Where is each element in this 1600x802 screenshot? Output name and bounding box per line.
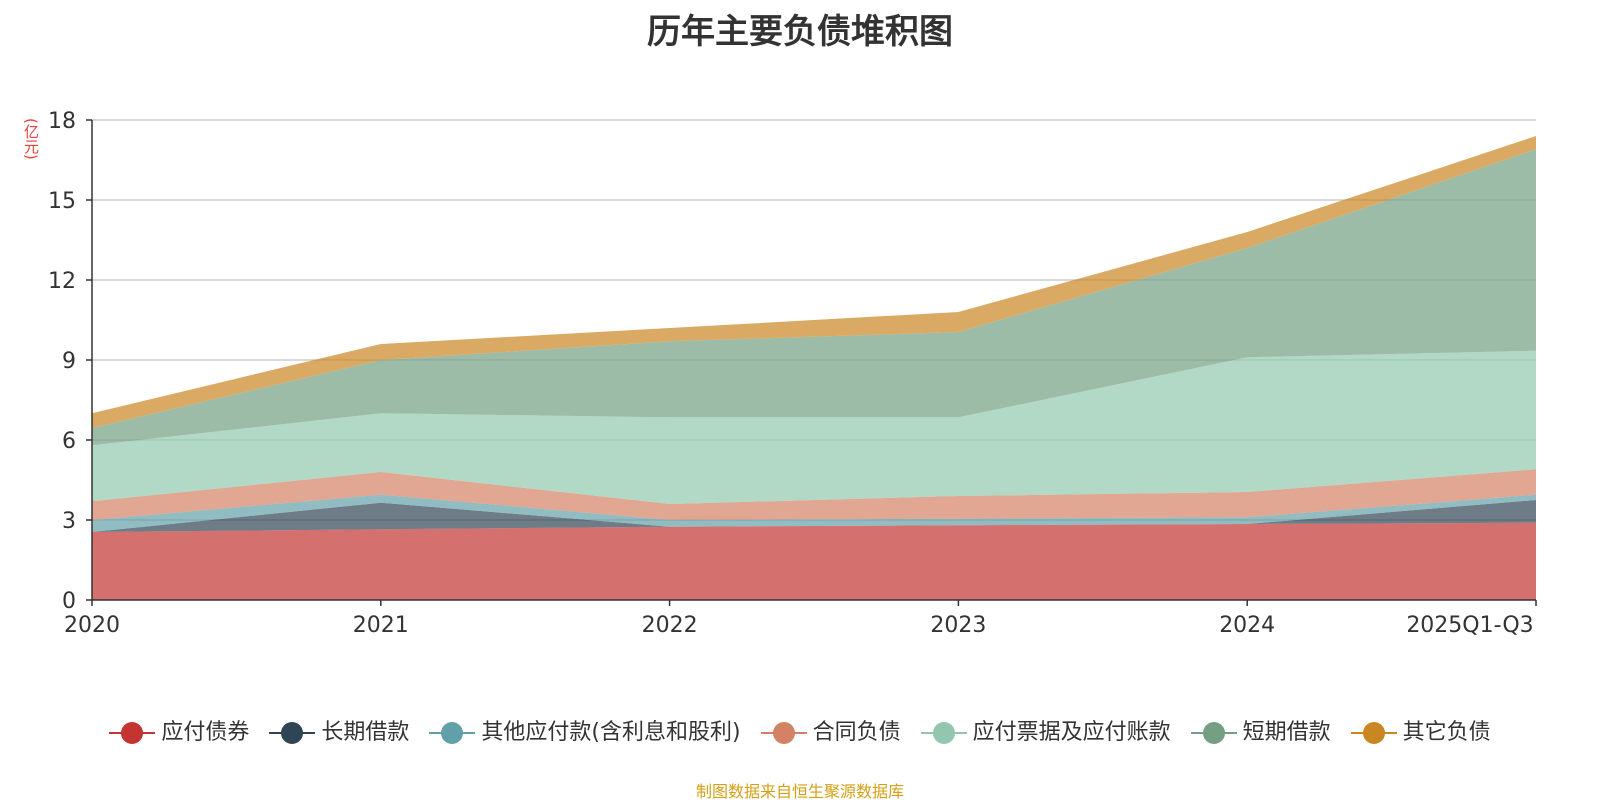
y-tick-label: 12	[48, 269, 76, 294]
x-tick-label: 2023	[930, 613, 986, 638]
x-tick-label: 2022	[642, 613, 698, 638]
legend-item[interactable]: 短期借款	[1190, 714, 1331, 746]
legend-label: 其他应付款(含利息和股利)	[481, 720, 741, 745]
x-tick-label: 2020	[64, 613, 120, 638]
area-series-6	[92, 136, 1536, 428]
chart-title: 历年主要负债堆积图	[647, 12, 953, 52]
legend-marker-icon	[269, 721, 316, 745]
y-tick-label: 18	[48, 109, 76, 134]
legend-item[interactable]: 其他应付款(含利息和股利)	[429, 714, 741, 746]
area-series-4	[92, 350, 1536, 504]
legend-item[interactable]: 合同负债	[760, 714, 901, 746]
legend-item[interactable]: 应付票据及应付账款	[920, 714, 1171, 746]
x-tick-label: 2024	[1219, 613, 1275, 638]
legend-label: 短期借款	[1242, 720, 1331, 745]
legend-item[interactable]: 其它负债	[1350, 714, 1491, 746]
area-series-3	[92, 469, 1536, 520]
x-tick-label: 2021	[353, 613, 409, 638]
legend-marker-icon	[109, 721, 156, 745]
legend-marker-icon	[760, 721, 807, 745]
y-tick-label: 0	[62, 589, 76, 614]
legend-marker-icon	[1350, 721, 1397, 745]
legend-item[interactable]: 长期借款	[269, 714, 409, 746]
area-series-2	[92, 494, 1536, 532]
y-tick-label: 9	[62, 349, 76, 374]
legend-marker-icon	[429, 721, 476, 745]
legend-item[interactable]: 应付债券	[109, 714, 249, 746]
y-axis-unit-label: (亿元)	[22, 118, 40, 160]
y-tick-label: 6	[62, 429, 76, 454]
legend-label: 应付债券	[161, 720, 250, 745]
legend-label: 应付票据及应付账款	[972, 720, 1171, 745]
area-series-5	[92, 149, 1536, 446]
y-tick-label: 3	[62, 509, 76, 534]
area-series-0	[92, 522, 1536, 600]
y-tick-label: 15	[48, 189, 76, 214]
legend-marker-icon	[920, 721, 967, 745]
legend-label: 合同负债	[812, 720, 901, 745]
area-series-1	[92, 500, 1536, 532]
data-source-note: 制图数据来自恒生聚源数据库	[695, 782, 904, 801]
stacked-area-chart: 0 3 6 9 12 15 18 2020 2021 2022 2023 2024 2025Q1-Q3	[48, 109, 1537, 638]
x-tick-label: 2025Q1-Q3	[1406, 613, 1533, 638]
chart-legend: 应付债券 长期借款 其他应付款(含利息和股利) 合同负债 应付票据及应付账款 短期借款 其它…	[0, 714, 1600, 746]
legend-marker-icon	[1190, 721, 1237, 745]
legend-label: 其它负债	[1402, 720, 1491, 745]
legend-label: 长期借款	[321, 720, 410, 745]
